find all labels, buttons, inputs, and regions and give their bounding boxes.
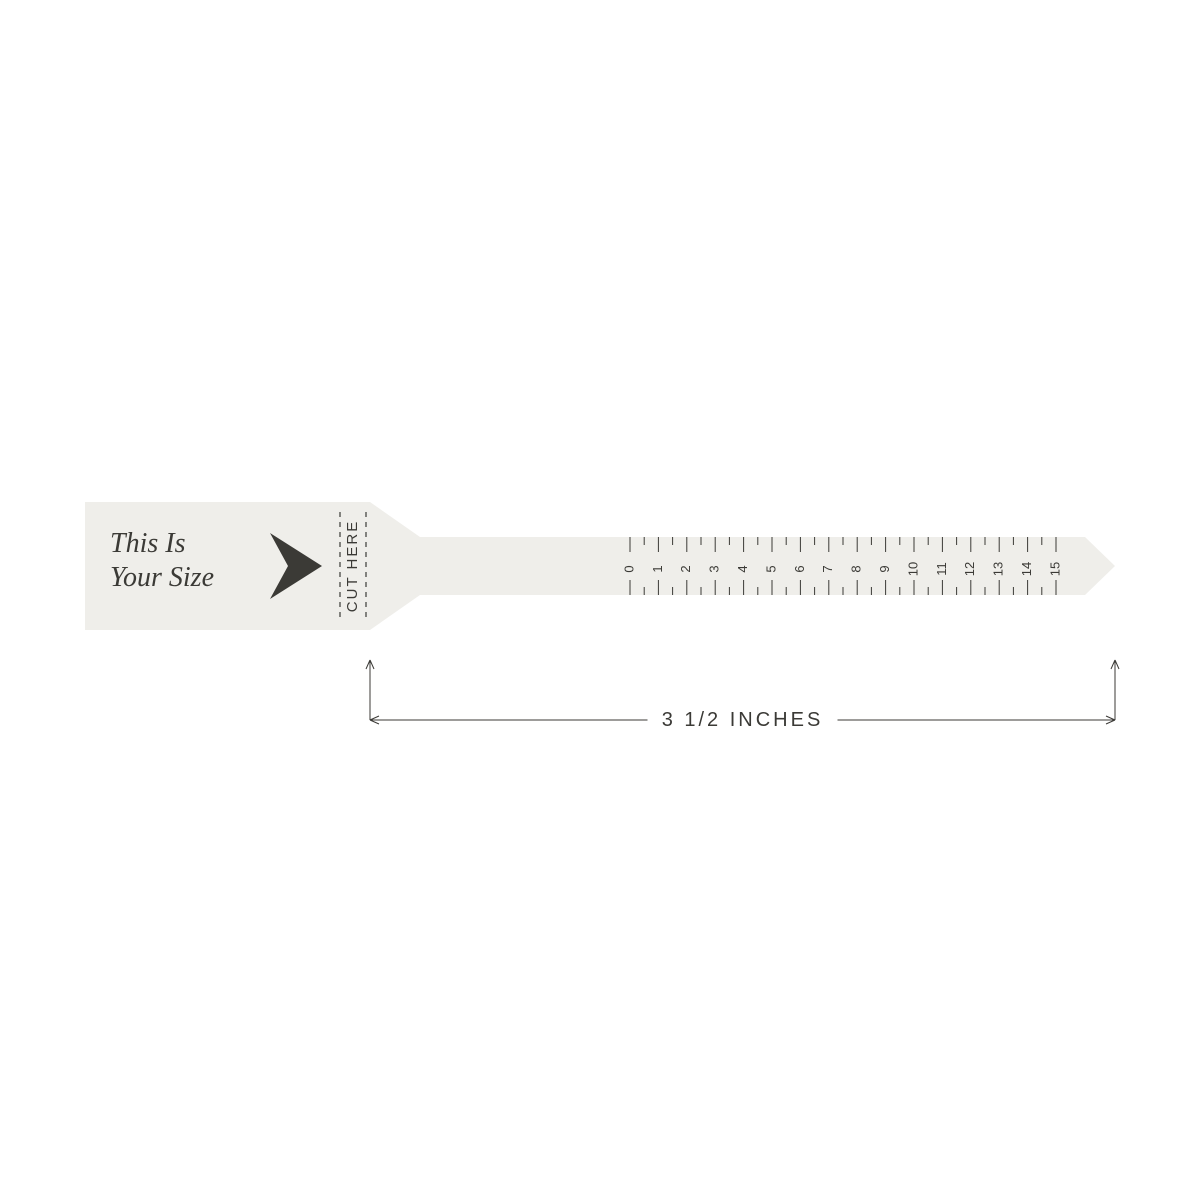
ruler-number: 1 [650,565,665,572]
ruler-number: 3 [707,565,722,572]
ring-sizer-diagram: This IsYour SizeCUT HERE0123456789101112… [0,0,1200,1200]
ruler-number: 11 [934,562,949,576]
ruler-number: 14 [1019,562,1034,576]
ruler-number: 10 [905,562,920,576]
sizer-body [85,502,1115,630]
ruler-number: 6 [792,565,807,572]
ruler-number: 13 [991,562,1006,576]
ruler-number: 9 [877,565,892,572]
ruler-number: 2 [678,565,693,572]
label-line-1: This Is [110,528,186,559]
dimension-label: 3 1/2 INCHES [662,709,824,731]
ruler-number: 0 [621,565,636,572]
ruler-number: 4 [735,565,750,572]
ruler-number: 5 [763,565,778,572]
ruler-number: 15 [1047,562,1062,576]
cut-here-label: CUT HERE [344,520,361,612]
ruler-number: 8 [849,565,864,572]
dimension: 3 1/2 INCHES [366,660,1119,734]
ruler-number: 12 [962,562,977,576]
ruler-number: 7 [820,565,835,572]
label-line-2: Your Size [110,562,214,593]
